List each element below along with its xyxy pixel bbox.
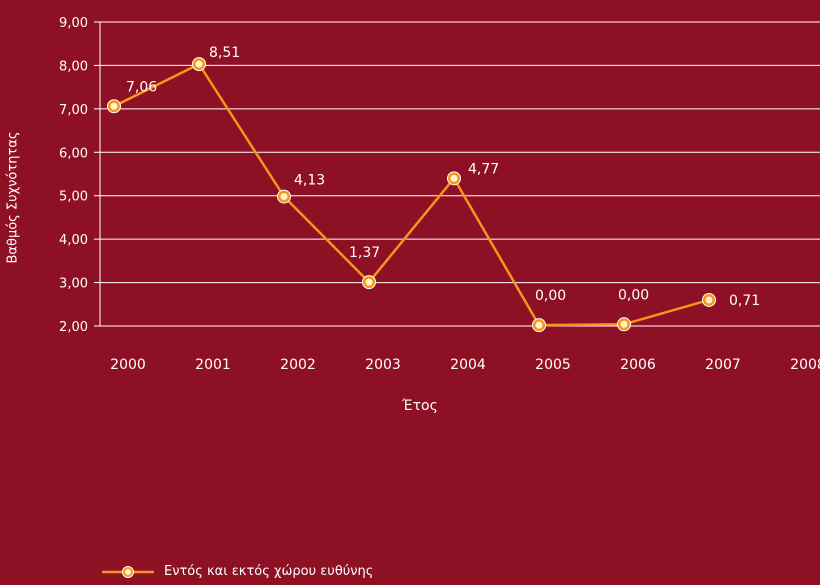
data-label: 7,06	[126, 79, 157, 95]
x-tick-label: 2000	[110, 357, 146, 373]
data-point-center	[705, 296, 713, 304]
data-point-center	[450, 174, 458, 182]
y-tick-label: 4,00	[59, 233, 88, 248]
legend-label: Εντός και εκτός χώρου ευθύνης	[164, 564, 374, 579]
data-point-center	[110, 102, 118, 110]
x-tick-label: 2007	[705, 357, 741, 373]
y-tick-label: 8,00	[59, 59, 88, 74]
y-tick-label: 9,00	[59, 16, 88, 31]
x-tick-label: 2006	[620, 357, 656, 373]
y-tick-label: 6,00	[59, 146, 88, 161]
x-tick-label: 2008	[790, 357, 820, 373]
x-tick-label: 2004	[450, 357, 486, 373]
x-tick-label: 2003	[365, 357, 401, 373]
y-tick-label: 2,00	[59, 320, 88, 335]
x-tick-label: 2005	[535, 357, 571, 373]
y-tick-label: 3,00	[59, 277, 88, 292]
x-axis-label: Έτος	[402, 398, 438, 414]
data-point-center	[195, 60, 203, 68]
data-point-center	[280, 193, 288, 201]
y-axis-label: Βαθμός Συχνότητας	[5, 131, 21, 264]
data-label: 0,00	[618, 287, 649, 303]
series-line	[113, 62, 710, 327]
data-label: 1,37	[349, 245, 380, 261]
y-tick-label: 5,00	[59, 190, 88, 205]
data-label: 8,51	[209, 45, 240, 61]
data-label: 4,77	[468, 161, 499, 177]
x-tick-label: 2001	[195, 357, 231, 373]
data-label: 4,13	[294, 173, 325, 189]
legend: Εντός και εκτός χώρου ευθύνης	[102, 564, 373, 579]
y-tick-label: 7,00	[59, 103, 88, 118]
data-point-center	[620, 320, 628, 328]
data-label: 0,71	[729, 293, 760, 309]
x-tick-label: 2002	[280, 357, 316, 373]
data-point-center	[535, 321, 543, 329]
data-label: 0,00	[535, 288, 566, 304]
legend-marker-icon	[102, 565, 154, 579]
data-point-center	[365, 278, 373, 286]
